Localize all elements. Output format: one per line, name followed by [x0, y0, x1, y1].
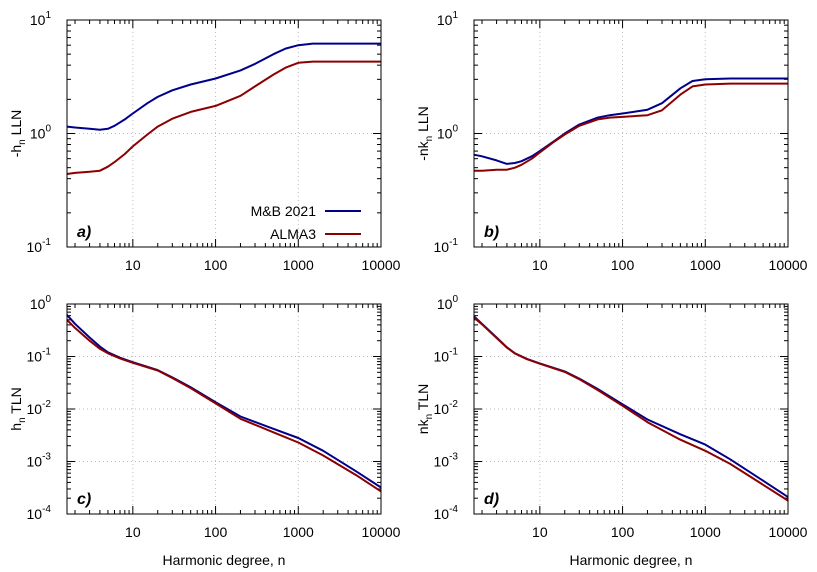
- y-tick-label: 10-3: [27, 452, 52, 470]
- y-tick-label: 10-1: [434, 347, 459, 365]
- panel-c: 10 100 1000 10000 10-4 10-3 10-2 10-1 100 hn TLN H…: [8, 294, 401, 568]
- x-tick-label: 1000: [690, 524, 721, 540]
- y-tick-label: 100: [437, 294, 459, 312]
- plot-frame: [473, 303, 789, 515]
- x-tick-label: 10000: [769, 524, 808, 540]
- y-tick-label: 10-3: [434, 452, 459, 470]
- x-tick-label: 100: [204, 524, 228, 540]
- y-tick-label: 100: [437, 124, 459, 142]
- panel-label: a): [77, 224, 91, 241]
- x-tick-label: 10: [125, 257, 141, 273]
- legend-label: M&B 2021: [251, 203, 317, 219]
- x-tick-label: 1000: [690, 257, 721, 273]
- y-tick-label: 10-1: [434, 237, 459, 255]
- x-axis-label: Harmonic degree, n: [570, 552, 693, 568]
- x-tick-label: 10000: [769, 257, 808, 273]
- y-tick-label: 10-4: [27, 504, 52, 522]
- x-tick-label: 10: [532, 524, 548, 540]
- y-tick-label: 101: [437, 10, 459, 28]
- panel-b: 10 100 1000 10000 10-1 100 101 -nkn LLN b): [415, 10, 808, 273]
- x-tick-label: 10000: [362, 524, 401, 540]
- y-axis-label: nkn TLN: [415, 384, 435, 434]
- y-axis-label: -nkn LLN: [415, 106, 435, 161]
- series-line-m-b-2021: [66, 42, 381, 131]
- y-tick-label: 101: [30, 10, 52, 28]
- series-line-alma3: [66, 60, 381, 175]
- panel-a: 10 100 1000 10000 10-1 100 101 -hn LLN a) M&B 202…: [8, 10, 401, 273]
- x-tick-label: 10000: [362, 257, 401, 273]
- x-tick-label: 1000: [283, 257, 314, 273]
- legend-label: ALMA3: [270, 226, 316, 242]
- panel-d: 10 100 1000 10000 10-4 10-3 10-2 10-1 100 nkn TLN…: [415, 294, 808, 568]
- x-tick-label: 10: [125, 524, 141, 540]
- y-axis-label: hn TLN: [8, 387, 28, 430]
- y-tick-label: 100: [30, 124, 52, 142]
- panel-label: d): [484, 491, 499, 508]
- series-line-alma3: [66, 319, 382, 493]
- panel-label: b): [484, 224, 499, 241]
- y-tick-label: 10-1: [27, 237, 52, 255]
- plot-frame: [473, 19, 789, 248]
- y-axis-label: -hn LLN: [8, 110, 28, 158]
- series-line-alma3: [473, 316, 789, 502]
- series-line-m-b-2021: [473, 77, 788, 165]
- plot-frame: [66, 303, 382, 515]
- y-tick-label: 10-2: [434, 399, 459, 417]
- x-tick-label: 100: [611, 524, 635, 540]
- y-tick-label: 10-2: [27, 399, 52, 417]
- panel-label: c): [77, 491, 91, 508]
- series-line-alma3: [474, 82, 788, 172]
- x-tick-label: 10: [532, 257, 548, 273]
- y-tick-label: 10-1: [27, 347, 52, 365]
- plot-frame: [66, 19, 382, 248]
- x-tick-label: 1000: [283, 524, 314, 540]
- x-axis-label: Harmonic degree, n: [163, 552, 286, 568]
- y-tick-label: 100: [30, 294, 52, 312]
- y-tick-label: 10-4: [434, 504, 459, 522]
- x-tick-label: 100: [611, 257, 635, 273]
- x-tick-label: 100: [204, 257, 228, 273]
